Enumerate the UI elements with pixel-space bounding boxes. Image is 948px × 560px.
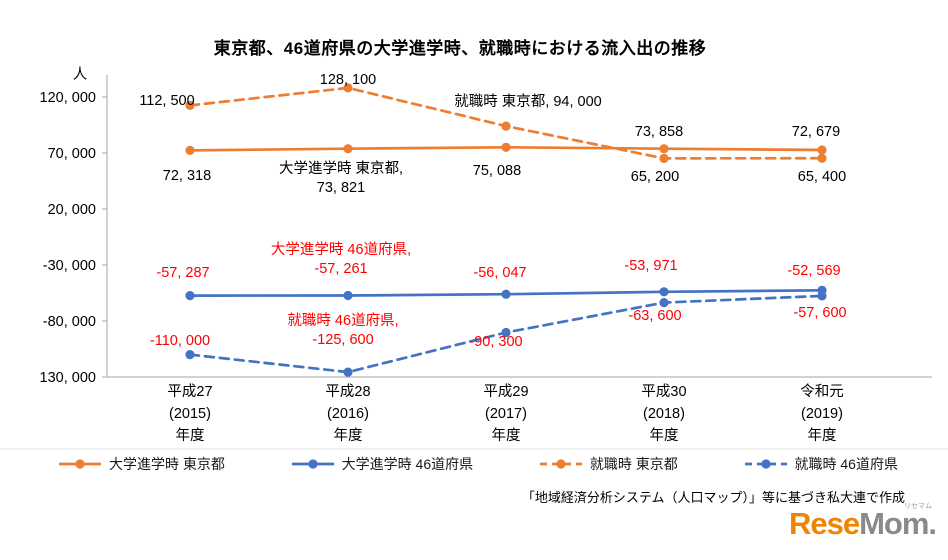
logo-text-orange: Rese — [788, 506, 860, 541]
data-label: -57, 287 — [156, 265, 209, 281]
data-label: 65, 400 — [798, 169, 846, 185]
x-axis-label: 年度 — [650, 427, 679, 444]
legend-item-univ-46pref: 大学進学時 46道府県 — [291, 454, 473, 474]
data-label: 72, 318 — [163, 168, 211, 184]
legend-dot — [308, 459, 318, 469]
data-point — [185, 291, 195, 301]
legend-label: 大学進学時 東京都 — [109, 456, 225, 472]
x-axis-label: 平成28 — [325, 383, 370, 400]
legend-label: 就職時 46道府県 — [794, 456, 898, 472]
y-tick-label: 70, 000 — [48, 146, 96, 162]
legend-label: 大学進学時 46道府県 — [341, 456, 474, 472]
y-tick-label: -30, 000 — [43, 258, 96, 274]
data-point — [501, 121, 511, 131]
data-label: -56, 047 — [473, 265, 526, 281]
data-point — [659, 144, 669, 154]
data-point — [343, 83, 353, 93]
data-point — [817, 145, 827, 155]
data-point — [185, 100, 195, 110]
data-point — [185, 350, 195, 360]
data-label: -63, 600 — [628, 308, 681, 324]
data-label: 73, 858 — [635, 124, 683, 140]
data-label: -57, 261 — [314, 261, 367, 277]
data-label: 128, 100 — [320, 72, 376, 88]
chart-legend: 大学進学時 東京都 大学進学時 46道府県 就職時 東京都 就職時 46道府県 — [58, 454, 898, 474]
data-point — [817, 291, 827, 301]
legend-marker-dashed-blue-icon — [744, 459, 787, 469]
data-label: -125, 600 — [312, 332, 373, 348]
logo-text-gray: Mom. — [859, 506, 937, 541]
legend-dot — [75, 459, 85, 469]
logo-reading: リセマム — [904, 503, 932, 510]
chart-title: 東京都、46道府県の大学進学時、就職時における流入出の推移 — [213, 39, 707, 58]
data-label: 72, 679 — [792, 124, 840, 140]
data-point — [659, 153, 669, 163]
legend-item-univ-tokyo: 大学進学時 東京都 — [58, 454, 225, 474]
data-point — [659, 287, 669, 297]
legend-item-job-46pref: 就職時 46道府県 — [744, 454, 898, 474]
legend-dot — [760, 459, 771, 469]
x-axis-label: 年度 — [334, 427, 363, 444]
data-label: -53, 971 — [624, 258, 677, 274]
data-label: 73, 821 — [317, 180, 365, 196]
legend-dot — [556, 459, 566, 469]
data-label: -90, 300 — [469, 334, 522, 350]
data-label: -52, 569 — [787, 263, 840, 279]
x-axis-label: 年度 — [492, 427, 521, 444]
y-tick-label: -80, 000 — [43, 314, 96, 330]
x-axis-label: (2016) — [327, 406, 369, 422]
legend-marker-solid-orange-icon — [59, 459, 101, 469]
data-label: -110, 000 — [150, 333, 210, 349]
data-label: -57, 600 — [793, 305, 846, 321]
x-axis-label: 令和元 — [800, 383, 844, 400]
x-axis-label: (2015) — [169, 406, 211, 422]
data-label: 75, 088 — [473, 163, 521, 179]
data-point — [817, 153, 827, 163]
x-axis-label: (2019) — [801, 406, 843, 422]
data-label: 大学進学時 東京都, — [279, 160, 403, 177]
legend-item-job-tokyo: 就職時 東京都 — [539, 454, 678, 474]
data-label: 就職時 46道府県, — [287, 312, 398, 329]
data-point — [343, 144, 353, 154]
y-tick-label: 130, 000 — [40, 370, 96, 386]
x-axis-label: (2018) — [643, 406, 685, 422]
data-label: 112, 500 — [139, 93, 194, 109]
legend-marker-dashed-orange-icon — [539, 459, 582, 469]
data-point — [501, 327, 511, 338]
y-tick-label: 20, 000 — [48, 202, 96, 218]
x-axis-label: 平成30 — [641, 383, 686, 400]
data-label: 大学進学時 46道府県, — [271, 241, 411, 258]
data-point — [659, 298, 669, 308]
y-axis-unit-label: 人 — [73, 66, 88, 83]
data-point — [501, 142, 511, 152]
data-label: 就職時 東京都, 94, 000 — [454, 93, 601, 110]
x-axis-label: 平成27 — [167, 383, 212, 400]
source-note: 「地域経済分析システム（人口マップ）」等に基づき私大連で作成 — [521, 490, 905, 505]
data-label: 65, 200 — [631, 169, 679, 185]
y-tick-label: 120, 000 — [40, 90, 96, 106]
legend-label: 就職時 東京都 — [589, 456, 678, 472]
x-axis-label: 年度 — [176, 427, 205, 444]
data-point — [343, 290, 353, 301]
x-axis-label: (2017) — [485, 406, 527, 422]
data-point — [185, 145, 195, 155]
resemom-logo: リセマム ReseMom. — [788, 503, 937, 541]
data-point — [501, 289, 511, 299]
x-axis-label: 平成29 — [483, 383, 528, 400]
data-point — [343, 367, 353, 377]
legend-marker-solid-blue-icon — [291, 459, 334, 469]
x-axis-label: 年度 — [808, 427, 837, 444]
